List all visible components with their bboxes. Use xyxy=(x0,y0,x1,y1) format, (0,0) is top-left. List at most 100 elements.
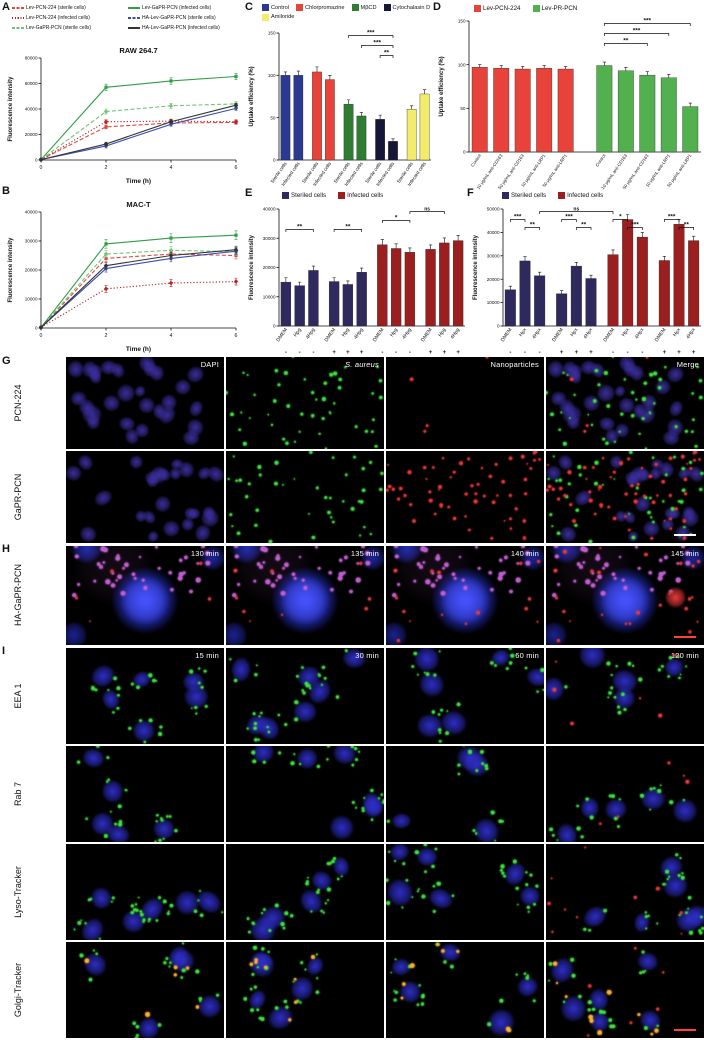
panelF-legend: Steriled cells Infected cells xyxy=(502,192,603,199)
legend-swatch xyxy=(282,192,289,199)
micrograph xyxy=(386,942,544,1038)
svg-text:40000: 40000 xyxy=(25,210,38,215)
svg-text:***: *** xyxy=(373,39,381,46)
micrograph-canvas xyxy=(226,546,384,645)
svg-text:Fluorescence intensity: Fluorescence intensity xyxy=(473,234,479,300)
svg-text:**: ** xyxy=(297,223,303,230)
svg-text:4Hpg: 4Hpg xyxy=(305,327,317,340)
micrograph xyxy=(226,746,384,842)
svg-text:20000: 20000 xyxy=(263,265,276,270)
row-label-lyso-tracker: Lyso-Tracker xyxy=(13,866,23,918)
time-label: 15 min xyxy=(195,651,219,660)
legend-item: HA-Lev-GaPR-PCN (infected cells) xyxy=(128,25,246,31)
svg-text:4: 4 xyxy=(170,333,173,339)
svg-text:-: - xyxy=(627,350,629,356)
panelA-line-chart: RAW 264.7 0 20000 40000 60000 80000 0 2 4 6 Time (… xyxy=(8,46,239,185)
svg-text:+: + xyxy=(575,350,579,356)
svg-text:4Hpg: 4Hpg xyxy=(353,327,365,340)
micrograph-canvas xyxy=(66,546,224,645)
micrograph xyxy=(66,746,224,842)
micrograph xyxy=(546,844,704,940)
svg-text:80000: 80000 xyxy=(25,56,38,61)
micrograph-canvas xyxy=(66,648,224,744)
svg-text:0: 0 xyxy=(273,324,276,329)
legend-label: HA-Lev-GaPR-PCN (sterile cells) xyxy=(142,15,216,21)
svg-text:0: 0 xyxy=(40,165,43,171)
legend-label: Infected cells xyxy=(567,192,604,199)
svg-text:*: * xyxy=(619,213,622,220)
legend-item: Steriled cells xyxy=(282,192,326,199)
svg-text:MAC-T: MAC-T xyxy=(126,200,151,209)
panelG-image-grid: DAPI S. aureus Nanoparticles Merge xyxy=(66,357,704,543)
micrograph xyxy=(386,746,544,842)
svg-text:4Hpg: 4Hpg xyxy=(401,327,413,340)
legend-item: Amiloride xyxy=(262,13,294,21)
micrograph-canvas xyxy=(226,844,384,940)
svg-text:ns: ns xyxy=(424,206,430,212)
legend-item: Steriled cells xyxy=(502,192,546,199)
svg-text:50 μg/mL anti-LRP1: 50 μg/mL anti-LRP1 xyxy=(666,153,693,188)
svg-text:Control: Control xyxy=(470,153,482,167)
legend-label: MβCD xyxy=(360,4,377,11)
time-label: 140 min xyxy=(510,549,539,558)
micrograph-canvas xyxy=(546,546,704,645)
svg-text:DMEM: DMEM xyxy=(420,327,434,343)
micrograph xyxy=(546,746,704,842)
panel-letter-i: I xyxy=(2,645,6,657)
svg-text:4Hpx: 4Hpx xyxy=(685,327,697,340)
svg-text:4Hpg: 4Hpg xyxy=(449,327,461,340)
channel-label: Merge xyxy=(676,360,699,369)
legend-swatch xyxy=(474,5,481,12)
panelE-legend: Steriled cells Infected cells xyxy=(282,192,383,199)
svg-text:ns: ns xyxy=(573,206,579,212)
row-label-gapr-pcn: GaPR-PCN xyxy=(13,473,23,521)
svg-text:40000: 40000 xyxy=(25,107,38,112)
micrograph-canvas xyxy=(546,451,704,543)
micrograph-canvas xyxy=(386,357,544,449)
svg-text:-: - xyxy=(299,350,301,356)
micrograph: 145 min xyxy=(546,546,704,645)
micrograph-canvas xyxy=(546,357,704,449)
svg-text:DMEM: DMEM xyxy=(654,327,668,343)
legend-item: Infected cells xyxy=(338,192,383,199)
time-label: 120 min xyxy=(670,651,699,660)
svg-text:4Hpx: 4Hpx xyxy=(531,327,543,340)
svg-text:-: - xyxy=(509,350,511,356)
svg-text:DMEM: DMEM xyxy=(551,327,565,343)
legend-swatch xyxy=(262,4,269,11)
svg-text:40000: 40000 xyxy=(263,207,276,212)
svg-text:**: ** xyxy=(581,221,587,228)
svg-text:+: + xyxy=(456,350,460,356)
svg-text:+: + xyxy=(560,350,564,356)
legend-swatch xyxy=(128,17,140,19)
micrograph-canvas xyxy=(226,746,384,842)
scale-bar xyxy=(674,1028,696,1031)
panelC-legend: Control Chlorpromazine MβCD Cytochalasin D A… xyxy=(262,4,440,21)
time-label: 130 min xyxy=(190,549,219,558)
panel-letter-c: C xyxy=(245,1,253,13)
svg-text:+: + xyxy=(692,350,696,356)
panel-letter-h: H xyxy=(2,543,10,555)
svg-text:***: *** xyxy=(643,17,651,24)
svg-text:DMEM: DMEM xyxy=(324,327,338,343)
svg-text:***: *** xyxy=(565,213,573,220)
micrograph-canvas xyxy=(546,746,704,842)
svg-text:**: ** xyxy=(345,223,351,230)
svg-text:Uptake efficiency (%): Uptake efficiency (%) xyxy=(249,66,255,126)
legend-item: Chlorpromazine xyxy=(296,4,345,11)
legend-swatch xyxy=(262,13,269,21)
micrograph xyxy=(66,451,224,543)
legend-swatch xyxy=(296,4,304,11)
time-label: 60 min xyxy=(515,651,539,660)
micrograph: 30 min xyxy=(226,648,384,744)
svg-text:Control: Control xyxy=(594,153,606,167)
micrograph xyxy=(66,844,224,940)
legend-item: Lev-PCN-224 (sterile cells) xyxy=(12,5,128,11)
svg-text:30000: 30000 xyxy=(263,236,276,241)
svg-text:20000: 20000 xyxy=(25,132,38,137)
legend-swatch xyxy=(558,192,566,199)
svg-text:0: 0 xyxy=(497,324,500,329)
svg-text:DMEM: DMEM xyxy=(602,327,616,343)
svg-text:-: - xyxy=(312,350,314,356)
panel-letter-g: G xyxy=(2,355,11,367)
